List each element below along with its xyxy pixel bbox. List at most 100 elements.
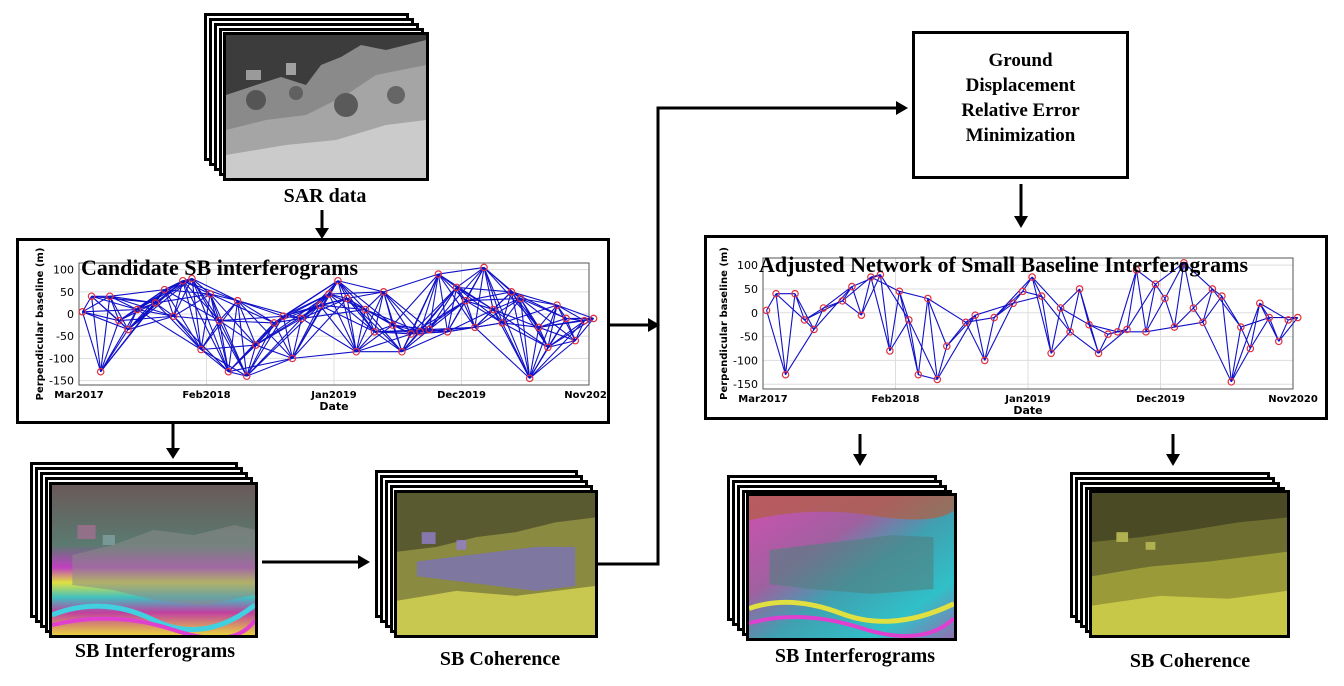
interferogram-edge [182, 277, 193, 282]
interferogram-edge [1259, 303, 1280, 342]
acquisition-point [151, 299, 160, 307]
interferogram-edge [1230, 303, 1261, 383]
adjusted-network-chart: 100 50 0 -50 -100 -150 Mar2017 Feb2018 Jan2019 De… [719, 247, 1318, 417]
acquisition-point [800, 316, 809, 324]
interferogram-edge [1069, 288, 1081, 332]
interferogram-edge [292, 351, 357, 359]
acquisition-point [188, 274, 196, 283]
x-axis-label: Date [319, 400, 348, 413]
interferogram-edge [291, 318, 303, 359]
interferogram-edge [109, 296, 120, 321]
interferogram-edge [974, 315, 986, 361]
ground-displacement-box: Ground Displacement Relative Error Minim… [912, 31, 1129, 179]
acquisition-point [1085, 320, 1093, 329]
acquisition-point [781, 370, 790, 379]
interferogram-edge [328, 280, 339, 295]
sar-data-caption: SAR data [283, 185, 367, 207]
interferogram-edge [100, 320, 120, 372]
interferogram-edge [337, 280, 366, 310]
right-interferograms-stack [727, 475, 957, 641]
x-tick-label: Feb2018 [182, 390, 230, 401]
interferogram-edge [529, 340, 576, 379]
acquisition-point [589, 314, 598, 323]
interferogram-edge [1060, 288, 1080, 309]
acquisition-point [810, 325, 818, 334]
interferogram-edge [1012, 291, 1024, 304]
acquisition-point [895, 287, 904, 296]
interferogram-edge [373, 291, 385, 332]
interferogram-edge [1116, 269, 1138, 332]
acquisition-point [838, 297, 847, 305]
interferogram-edge [860, 274, 881, 316]
acquisition-point [179, 276, 187, 285]
acquisition-point [867, 273, 875, 281]
interferogram-edge [1221, 296, 1232, 382]
interferogram-edge [908, 319, 938, 380]
acquisition-point [398, 347, 406, 356]
interferogram-edge [1041, 295, 1071, 333]
interferogram-edge [401, 331, 448, 353]
interferogram-edge [346, 298, 403, 353]
interferogram-edge [584, 317, 594, 322]
interferogram-edge [1202, 288, 1213, 323]
interferogram-edge [81, 311, 102, 372]
acquisition-point [1293, 313, 1302, 322]
interferogram-edge [1240, 326, 1251, 349]
interferogram-edge [483, 267, 494, 310]
interferogram-edge [219, 315, 284, 322]
interferogram-edge [191, 278, 229, 372]
interferogram-edge [82, 311, 129, 331]
interferogram-edge [273, 322, 293, 359]
interferogram-edge [191, 278, 238, 302]
arrow-interferograms-to-coherence [262, 555, 370, 569]
interferogram-edge [860, 276, 872, 316]
interferogram-edge [1230, 348, 1251, 383]
interferogram-edge [355, 331, 375, 353]
left-interferogram-image [49, 482, 258, 638]
acquisition-point [1075, 285, 1084, 293]
y-axis-label: Perpendicular baseline (m) [719, 247, 730, 400]
interferogram-edge [337, 280, 394, 326]
acquisition-point [876, 270, 885, 279]
y-tick-label: -150 [733, 378, 758, 391]
acquisition-point [961, 318, 970, 327]
sar-data-stack [204, 13, 429, 181]
acquisition-point [1151, 280, 1160, 289]
interferogram-edge [492, 309, 549, 348]
interferogram-edge [456, 266, 485, 288]
interferogram-edge [1202, 322, 1232, 383]
y-tick-label: -100 [49, 352, 74, 365]
interferogram-edge [191, 278, 211, 295]
interferogram-edge [502, 322, 539, 328]
interferogram-edge [1164, 298, 1175, 328]
interferogram-edge [82, 295, 111, 313]
interferogram-edge [346, 298, 357, 352]
interferogram-edge [419, 287, 458, 333]
interferogram-edge [984, 303, 1014, 361]
interferogram-edge [410, 273, 439, 335]
left-coherence-stack [375, 470, 598, 638]
interferogram-edge [538, 304, 558, 328]
acquisition-point [1028, 273, 1036, 281]
acquisition-point [1142, 328, 1150, 336]
interferogram-edge [889, 319, 910, 352]
acquisition-point [762, 306, 771, 315]
acquisition-point [452, 283, 461, 292]
acquisition-point [252, 341, 260, 349]
acquisition-point [407, 330, 415, 338]
candidate-plot-box: 100 50 0 -50 -100 -150 Mar2017 Feb2018 Jan2019 De… [16, 238, 610, 424]
interferogram-edge [1278, 317, 1299, 342]
right-coherence-stack [1070, 472, 1290, 638]
interferogram-edge [182, 280, 202, 350]
interferogram-edge [1050, 307, 1062, 354]
interferogram-edge [164, 289, 175, 317]
interferogram-edge [501, 322, 531, 379]
interferogram-edge [155, 302, 202, 350]
interferogram-edge [419, 273, 439, 332]
interferogram-edge [483, 267, 531, 379]
interferogram-edge [328, 293, 357, 352]
acquisition-point [315, 301, 324, 309]
left-interferograms-caption: SB Interferograms [74, 640, 236, 662]
interferogram-edge [898, 291, 919, 375]
left-coherence-image [394, 490, 598, 638]
